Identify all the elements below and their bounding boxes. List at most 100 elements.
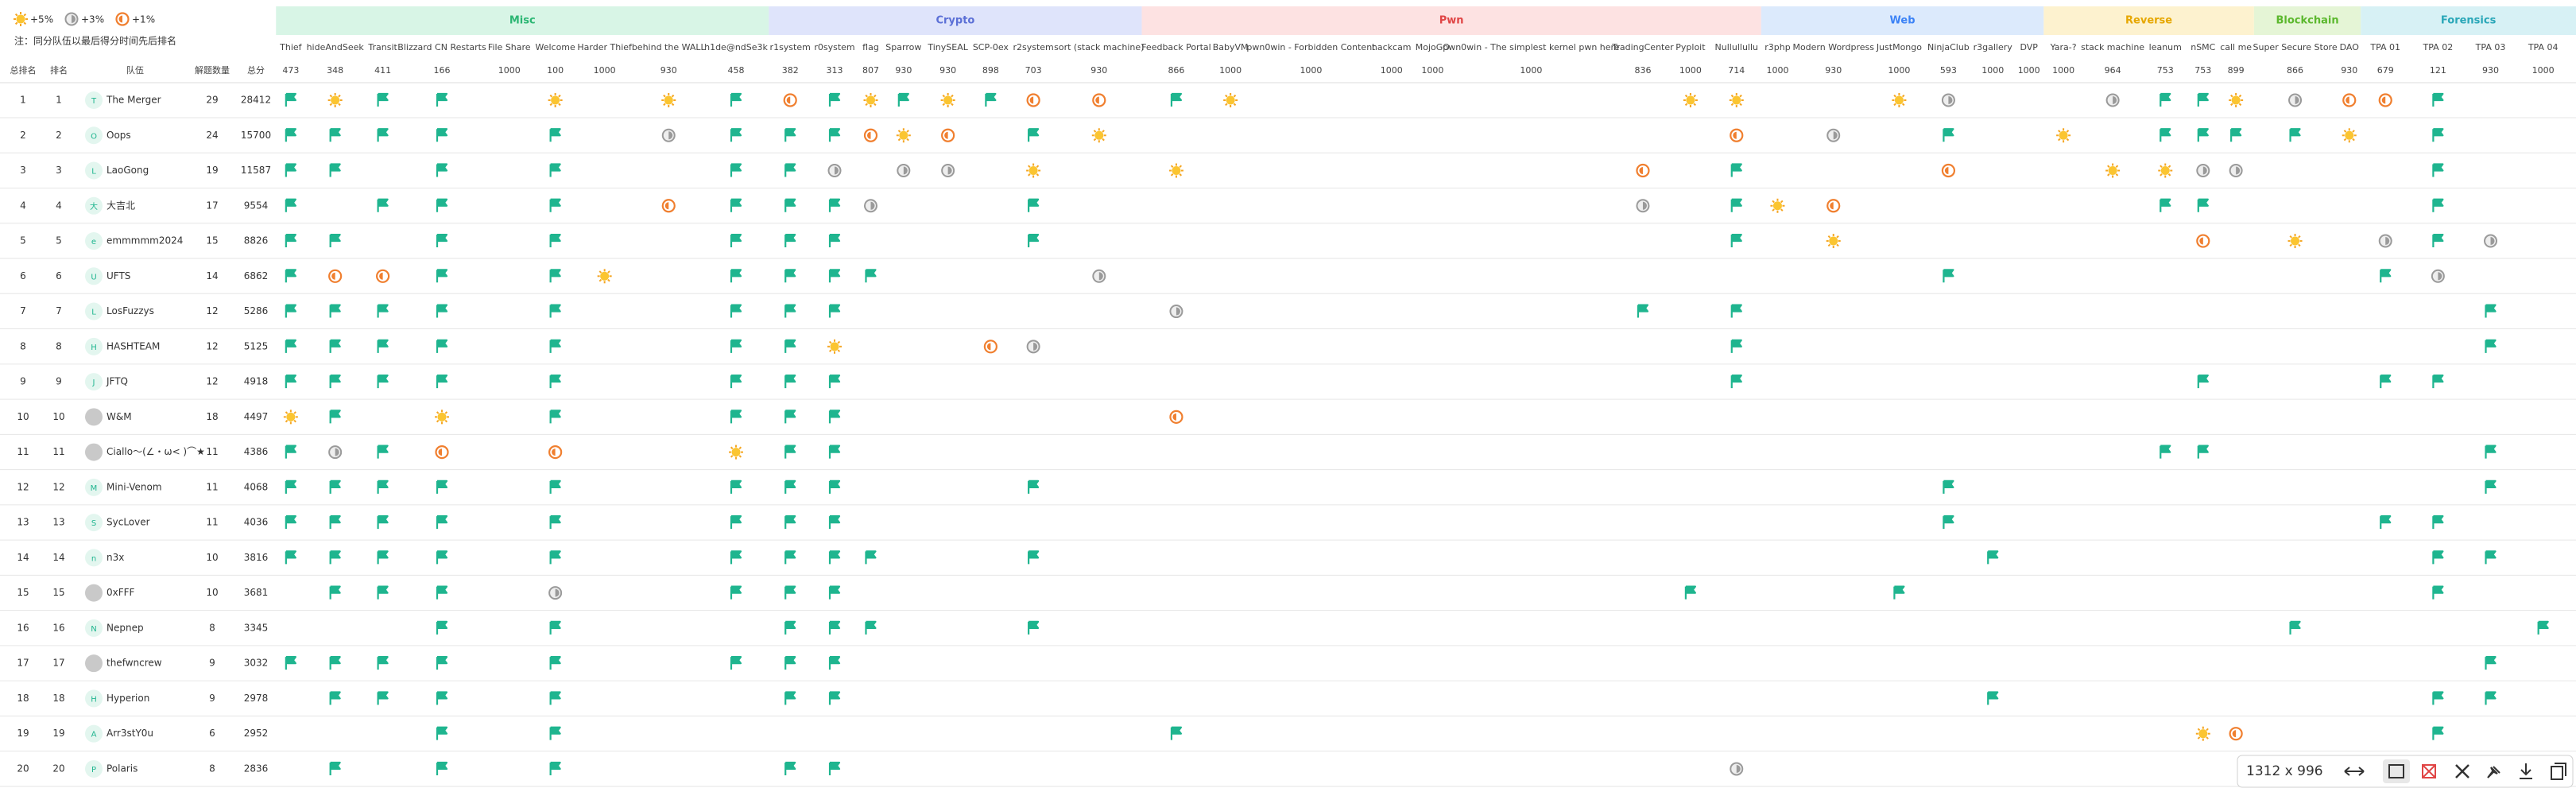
ray [549, 94, 553, 98]
flag-shape [730, 163, 742, 177]
overall-rank: 8 [20, 340, 26, 351]
column-header: 总排名 [10, 64, 37, 76]
team-name: LaoGong [107, 165, 149, 176]
flag-shape [329, 761, 341, 775]
flag-icon [2432, 128, 2444, 142]
ray [2343, 130, 2347, 133]
flag-icon [285, 92, 296, 107]
flag-shape [2160, 445, 2171, 459]
flag-shape [730, 374, 742, 389]
team-name: Arr3stY0u [107, 728, 153, 739]
flag-icon [329, 304, 341, 318]
avatar-letter: n [91, 554, 96, 563]
solved-count: 15 [206, 235, 218, 247]
category-band [2253, 6, 2361, 35]
flag-icon [285, 515, 296, 530]
total-score: 3681 [244, 587, 269, 598]
avatar-letter: U [91, 273, 96, 281]
flag-shape [549, 656, 561, 670]
flag-icon [1943, 479, 1954, 494]
half [986, 343, 991, 351]
flag-icon [285, 163, 296, 177]
close-icon[interactable] [2455, 764, 2469, 778]
team-name: HASHTEAM [107, 340, 160, 351]
avatar [85, 689, 103, 708]
ray [837, 349, 841, 352]
swap-button[interactable] [2383, 759, 2410, 783]
flag-icon [2432, 515, 2444, 530]
flag-shape [329, 339, 341, 353]
flag-shape [2485, 656, 2497, 670]
flag-shape [2485, 479, 2497, 494]
half [944, 131, 948, 139]
challenge-score: 898 [982, 65, 999, 76]
challenge-name: stack machine [2081, 42, 2144, 52]
ray [1893, 94, 1896, 98]
half [2438, 272, 2442, 281]
half [786, 96, 791, 104]
flag-shape [329, 550, 341, 565]
flag-icon [329, 339, 341, 353]
ray [1225, 94, 1228, 98]
copy-icon[interactable] [2551, 763, 2566, 780]
overall-rank: 13 [17, 517, 29, 528]
solved-count: 12 [206, 340, 218, 351]
ray [558, 103, 561, 107]
challenge-name: r0system [814, 42, 854, 52]
ray [906, 138, 909, 142]
sun [731, 448, 741, 457]
flag-shape [784, 304, 796, 318]
bronze-icon [115, 12, 130, 26]
rank: 16 [52, 622, 64, 633]
ray [2352, 138, 2355, 142]
flag-shape [2432, 585, 2444, 600]
pin-icon[interactable] [2487, 766, 2500, 778]
flag-icon [1730, 304, 1742, 318]
flag-shape [285, 550, 296, 565]
flag-shape [549, 339, 561, 353]
solved-count: 8 [209, 763, 215, 774]
flag-shape [784, 691, 796, 705]
flag-shape [730, 304, 742, 318]
flag-shape [285, 515, 296, 530]
resize-icon[interactable] [2344, 767, 2365, 776]
flag-icon [730, 585, 742, 600]
ray [906, 130, 909, 133]
flag-shape [828, 233, 841, 248]
bronze-icon [983, 340, 997, 354]
toolbar: 1312 x 996 [2237, 755, 2574, 788]
flag-shape [828, 445, 841, 459]
rank: 13 [52, 517, 64, 528]
half [331, 272, 335, 280]
half [2346, 96, 2349, 104]
flag-shape [2380, 374, 2392, 389]
challenge-score: 899 [2228, 65, 2245, 76]
category-band [2361, 6, 2576, 35]
rank: 1 [56, 95, 62, 106]
gold-icon [2105, 163, 2121, 178]
flag-icon [285, 445, 296, 459]
gold-icon [435, 410, 450, 425]
flag-icon [377, 479, 389, 494]
total-score: 2836 [244, 763, 269, 774]
flag-shape [329, 163, 341, 177]
overall-rank: 18 [17, 693, 29, 704]
ray [1179, 165, 1183, 168]
half [2490, 237, 2495, 246]
flag-icon [784, 620, 796, 635]
overall-rank: 9 [20, 376, 26, 387]
gold-icon [1729, 93, 1744, 107]
ray [1693, 103, 1696, 107]
flag-icon [1943, 128, 1954, 142]
flag-shape [1028, 233, 1040, 248]
overall-rank: 4 [20, 200, 26, 211]
half [668, 131, 673, 140]
half [379, 272, 383, 280]
sun [600, 271, 610, 281]
clear-icon[interactable] [2422, 764, 2436, 778]
half [335, 448, 339, 456]
flag-icon [377, 445, 389, 459]
gold-icon [283, 410, 298, 425]
flag-icon [730, 198, 742, 212]
download-icon[interactable] [2520, 763, 2532, 779]
